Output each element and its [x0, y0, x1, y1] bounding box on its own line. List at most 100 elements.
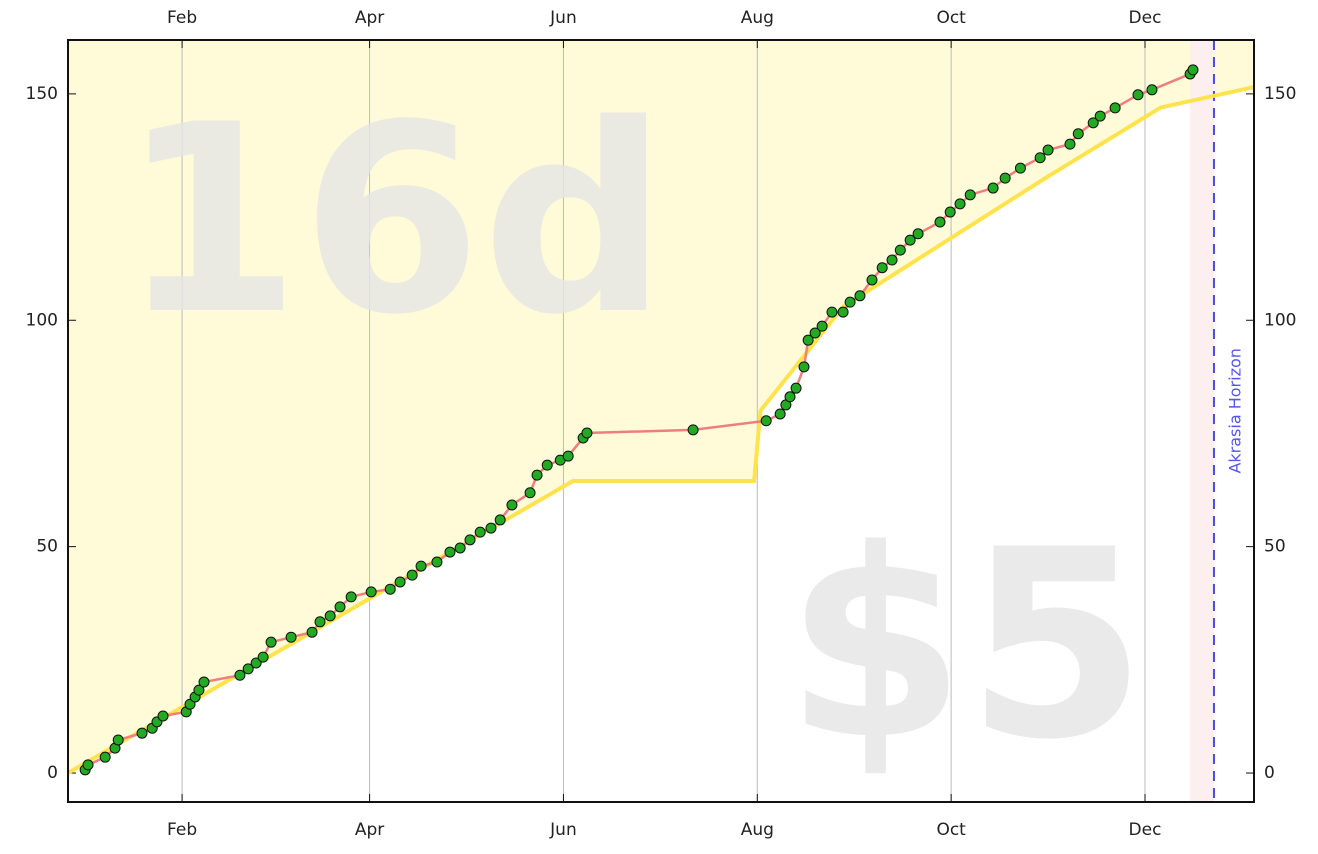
data-point	[954, 198, 966, 210]
road-region	[68, 40, 1254, 774]
x-tick-label: Jun	[549, 820, 577, 840]
y-tick-label-right: 50	[1264, 537, 1286, 557]
data-point	[394, 576, 406, 588]
data-point	[1014, 162, 1026, 174]
x-tick-label: Dec	[1129, 820, 1162, 840]
data-point	[524, 487, 536, 499]
x-tick-label-top: Oct	[936, 8, 966, 28]
data-point	[474, 526, 486, 538]
watermark: $5	[785, 495, 1147, 797]
y-tick-label: 100	[26, 310, 58, 330]
data-point	[285, 631, 297, 643]
data-point	[406, 569, 418, 581]
data-point	[384, 583, 396, 595]
data-point	[802, 334, 814, 346]
horizon-band	[1189, 40, 1214, 802]
x-tick-label: Apr	[355, 820, 384, 840]
data-point	[912, 228, 924, 240]
data-point	[136, 727, 148, 739]
data-point	[250, 657, 262, 669]
y-tick-label-right: 150	[1264, 84, 1296, 104]
data-point	[365, 586, 377, 598]
x-tick-label-top: Feb	[167, 8, 197, 28]
data-point	[306, 626, 318, 638]
data-point	[541, 459, 553, 471]
data-point	[784, 391, 796, 403]
data-point	[485, 522, 497, 534]
data-point	[760, 415, 772, 427]
data-point	[844, 296, 856, 308]
data-point	[816, 320, 828, 332]
data-point	[934, 216, 946, 228]
data-point	[265, 636, 277, 648]
x-tick-label-top: Dec	[1129, 8, 1162, 28]
data-point	[854, 290, 866, 302]
data-point	[837, 306, 849, 318]
data-point	[242, 663, 254, 675]
data-point	[904, 234, 916, 246]
data-point	[314, 616, 326, 628]
data-point	[1034, 152, 1046, 164]
data-point	[1187, 64, 1199, 76]
data-point	[334, 601, 346, 613]
x-tick-label-top: Apr	[355, 8, 384, 28]
data-point	[415, 560, 427, 572]
x-tick-label-top: Jun	[549, 8, 577, 28]
data-point	[82, 759, 94, 771]
data-point	[112, 734, 124, 746]
data-point	[99, 751, 111, 763]
x-tick-label: Aug	[741, 820, 774, 840]
data-point	[562, 450, 574, 462]
data-point	[876, 262, 888, 274]
data-point	[345, 591, 357, 603]
data-point	[234, 669, 246, 681]
y-tick-label-right: 0	[1264, 763, 1275, 783]
data-point	[198, 676, 210, 688]
data-point	[1109, 102, 1121, 114]
data-point	[826, 306, 838, 318]
data-point	[1072, 128, 1084, 140]
data-point	[157, 710, 169, 722]
data-point	[444, 546, 456, 558]
x-tick-label-top: Aug	[741, 8, 774, 28]
data-point	[257, 651, 269, 663]
data-point	[1146, 84, 1158, 96]
watermark: 16d	[120, 70, 668, 372]
data-point	[193, 684, 205, 696]
data-point	[324, 610, 336, 622]
road-line	[66, 85, 1255, 775]
data-point	[790, 382, 802, 394]
data-point	[1087, 117, 1099, 129]
x-tick-label: Feb	[167, 820, 197, 840]
y-tick-label: 0	[47, 763, 58, 783]
data-point	[581, 427, 593, 439]
data-point	[494, 514, 506, 526]
data-point	[454, 542, 466, 554]
data-point	[886, 254, 898, 266]
data-point	[1132, 89, 1144, 101]
y-tick-label: 150	[26, 84, 58, 104]
data-point	[1042, 144, 1054, 156]
data-point	[999, 172, 1011, 184]
data-point	[894, 244, 906, 256]
data-point	[1094, 110, 1106, 122]
plot-frame	[67, 39, 1255, 803]
data-point	[987, 182, 999, 194]
data-point	[866, 274, 878, 286]
horizon-label: Akrasia Horizon	[1225, 348, 1244, 473]
y-tick-label-right: 100	[1264, 310, 1296, 330]
data-point	[506, 499, 518, 511]
y-tick-label: 50	[36, 537, 58, 557]
data-point	[774, 408, 786, 420]
data-point	[1064, 138, 1076, 150]
data-point	[431, 556, 443, 568]
data-point	[687, 424, 699, 436]
data-point	[809, 327, 821, 339]
data-point	[964, 189, 976, 201]
x-tick-label: Oct	[936, 820, 966, 840]
data-point	[798, 361, 810, 373]
data-point	[531, 469, 543, 481]
data-point	[464, 534, 476, 546]
